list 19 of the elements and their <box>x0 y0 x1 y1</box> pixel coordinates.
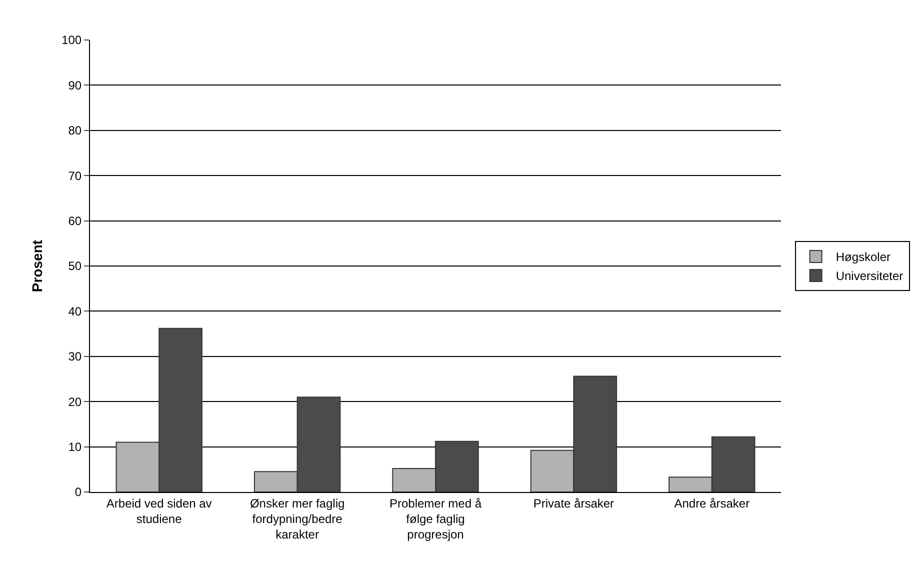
legend-label: Høgskoler <box>836 250 891 264</box>
x-tick-label: Ønsker mer faglig fordypning/bedre karakter <box>250 496 345 542</box>
x-tick-label: Andre årsaker <box>674 496 750 510</box>
y-tick-label: 70 <box>68 168 82 183</box>
y-tick-label: 60 <box>68 214 82 228</box>
y-tick-label: 100 <box>62 33 82 48</box>
legend-label: Universiteter <box>836 269 904 284</box>
y-tick-label: 20 <box>68 394 82 409</box>
y-axis-title: Prosent <box>29 240 46 292</box>
y-tick-label: 0 <box>74 485 82 500</box>
x-tick-label: Problemer med å følge faglig progresjon <box>389 496 482 542</box>
y-tick-label: 10 <box>68 440 82 454</box>
y-tick-label: 50 <box>68 259 82 274</box>
x-tick-label: Private årsaker <box>533 496 614 510</box>
x-tick-label: Arbeid ved siden av studiene <box>106 496 212 526</box>
y-tick-label: 90 <box>68 78 82 92</box>
y-tick-label: 30 <box>68 350 82 364</box>
y-tick-label: 80 <box>68 124 82 138</box>
y-tick-label: 40 <box>68 304 82 318</box>
